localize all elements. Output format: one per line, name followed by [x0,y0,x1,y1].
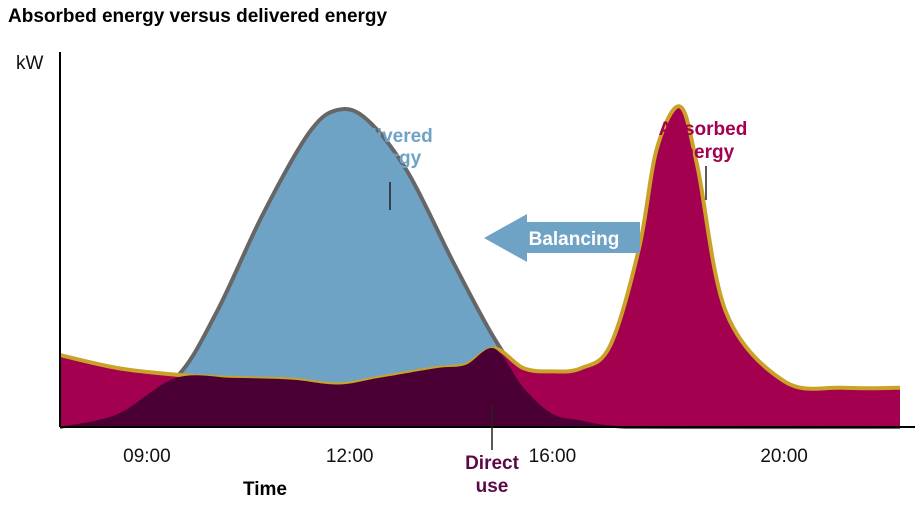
y-axis-label: kW [16,53,44,74]
delivered-label-line2: energy [359,148,422,169]
x-axis-label: Time [243,479,287,500]
direct-use-label-line1: Direct [465,453,520,474]
x-tick-label: 16:00 [529,446,577,467]
direct-use-label-line2: use [476,476,509,497]
x-tick-label: 20:00 [760,446,808,467]
absorbed-label-line2: energy [672,142,735,163]
direct-use-area [60,347,900,428]
delivered-energy-area [60,108,900,428]
chart-areas [59,104,901,430]
balancing-arrow: Balancing [484,214,640,262]
absorbed-energy-area [60,106,900,427]
balancing-arrow-label: Balancing [529,229,620,250]
x-tick-labels: 09:00 12:00 16:00 20:00 [123,446,808,467]
delivered-label-line1: Delivered [347,126,433,147]
chart-title: Absorbed energy versus delivered energy [8,6,388,27]
absorbed-label-line1: Absorbed [659,119,748,140]
x-tick-label: 12:00 [326,446,374,467]
x-tick-label: 09:00 [123,446,171,467]
balancing-arrow-shape [484,214,640,262]
